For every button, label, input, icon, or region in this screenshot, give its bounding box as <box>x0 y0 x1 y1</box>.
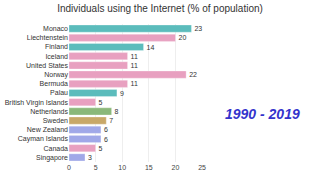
svg-text:Singapore: Singapore <box>36 154 68 162</box>
svg-text:5: 5 <box>99 145 103 152</box>
svg-text:British Virgin Islands: British Virgin Islands <box>5 99 69 107</box>
svg-text:6: 6 <box>104 136 108 143</box>
svg-text:7: 7 <box>109 117 113 124</box>
svg-text:11: 11 <box>131 62 138 69</box>
svg-text:Norway: Norway <box>44 71 68 79</box>
svg-text:Canada: Canada <box>43 145 68 152</box>
svg-text:6: 6 <box>104 126 108 133</box>
svg-text:New Zealand: New Zealand <box>27 126 68 133</box>
svg-text:Cayman Islands: Cayman Islands <box>18 135 69 143</box>
svg-text:Bermuda: Bermuda <box>40 80 69 87</box>
svg-text:20: 20 <box>172 164 180 171</box>
svg-text:Netherlands: Netherlands <box>30 108 68 115</box>
svg-text:Liechtenstein: Liechtenstein <box>27 34 68 41</box>
svg-text:3: 3 <box>88 154 92 161</box>
svg-text:9: 9 <box>120 90 124 97</box>
svg-text:Finland: Finland <box>45 43 68 50</box>
svg-text:Palau: Palau <box>50 89 68 96</box>
svg-text:Monaco: Monaco <box>43 25 68 32</box>
svg-text:11: 11 <box>131 80 138 87</box>
svg-text:United States: United States <box>26 62 69 69</box>
svg-text:Individuals using the Internet: Individuals using the Internet (% of pop… <box>57 3 263 14</box>
svg-text:23: 23 <box>194 25 202 32</box>
svg-text:11: 11 <box>131 53 138 60</box>
svg-text:8: 8 <box>115 108 119 115</box>
svg-text:20: 20 <box>178 34 186 41</box>
svg-text:10: 10 <box>118 164 126 171</box>
svg-text:Sweden: Sweden <box>43 117 68 124</box>
svg-text:5: 5 <box>99 99 103 106</box>
svg-text:Iceland: Iceland <box>45 53 68 60</box>
svg-text:15: 15 <box>145 164 153 171</box>
svg-text:5: 5 <box>94 164 98 171</box>
svg-text:14: 14 <box>147 44 155 51</box>
svg-text:0: 0 <box>67 164 71 171</box>
svg-text:22: 22 <box>189 71 197 78</box>
svg-text:25: 25 <box>198 164 206 171</box>
svg-text:1990 - 2019: 1990 - 2019 <box>225 106 300 122</box>
